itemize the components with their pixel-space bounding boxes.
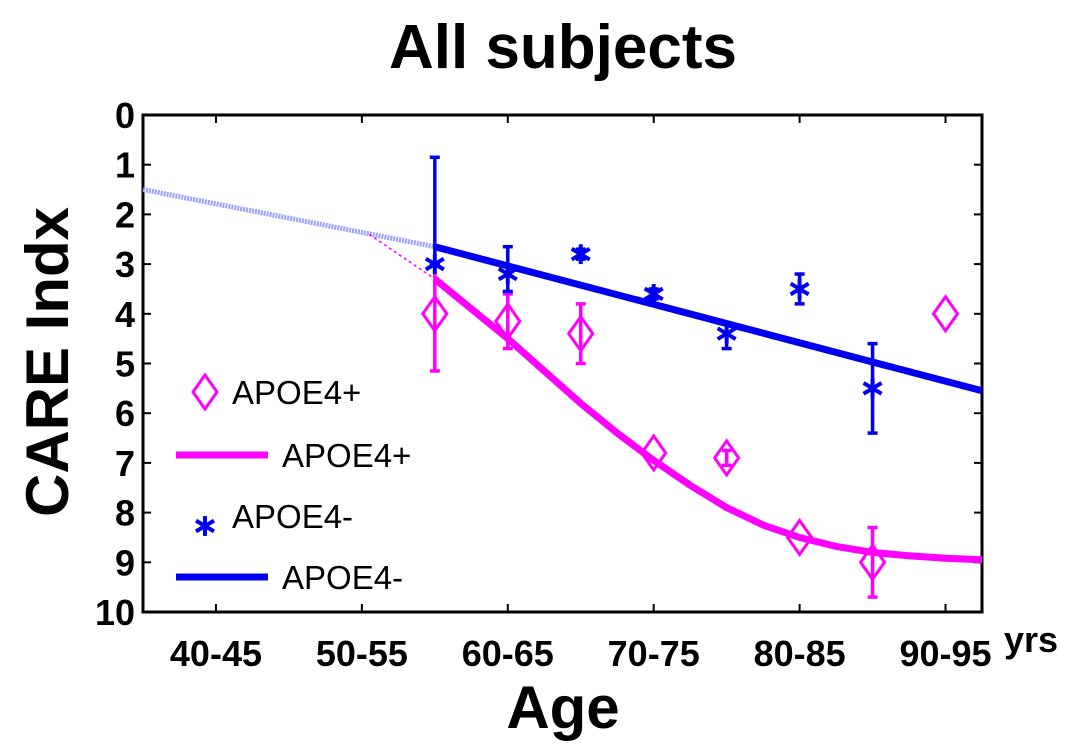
x-axis-label: Age: [506, 674, 619, 741]
star-stroke: [570, 247, 591, 262]
x-tick-label: 50-55: [316, 633, 408, 674]
data-point-apoe4-pos: [420, 294, 449, 334]
legend-item: APOE4+: [176, 437, 411, 474]
star-stroke: [194, 518, 216, 534]
x-unit-label: yrs: [1004, 619, 1058, 660]
data-point-apoe4-pos: [639, 433, 668, 473]
star-stroke: [716, 326, 737, 341]
y-tick-label: 10: [95, 592, 135, 633]
y-tick-label: 7: [115, 443, 135, 484]
y-tick-label: 3: [115, 244, 135, 285]
data-point-apoe4-pos: [493, 301, 522, 341]
legend-diamond-icon: [191, 372, 219, 412]
data-point-apoe4-pos: [931, 294, 960, 334]
star-stroke: [862, 381, 883, 396]
data-point-apoe4-pos: [712, 438, 741, 478]
data-point-apoe4-pos: [785, 517, 814, 558]
y-tick-label: 2: [115, 194, 135, 235]
data-point-apoe4-pos: [858, 542, 887, 582]
extrapolation-line: [142, 187, 436, 250]
data-point-apoe4-neg: [424, 254, 445, 274]
y-tick-label: 0: [115, 95, 135, 136]
data-point-apoe4-pos: [566, 314, 595, 354]
y-tick-label: 6: [115, 393, 135, 434]
extrapolation-line-dotted: [368, 233, 436, 280]
y-tick-label: 4: [115, 294, 135, 335]
x-tick-label: 90-95: [899, 633, 991, 674]
legend: APOE4+ APOE4+ APOE4- APOE4-: [176, 372, 411, 596]
data-point-apoe4-neg: [862, 378, 883, 399]
plot-frame: [141, 113, 984, 614]
star-stroke: [497, 266, 518, 282]
star-stroke: [424, 256, 445, 272]
y-tick-label: 9: [115, 542, 135, 583]
y-tick-label: 1: [115, 145, 135, 186]
fit-line-apoe4+: [432, 276, 983, 564]
star-stroke: [643, 286, 664, 302]
plot-area: 0 1 2 3 4 5 6 7 8 9 10 40-45 50-55 60-65 70-75 80-85 90-…: [95, 95, 992, 674]
legend-item: APOE4-: [194, 498, 353, 536]
legend-star-icon: [194, 516, 216, 536]
x-tick-label: 80-85: [754, 633, 846, 674]
legend-label: APOE4-: [232, 498, 353, 535]
legend-label: APOE4+: [232, 374, 361, 411]
legend-label: APOE4-: [282, 559, 403, 596]
y-axis-label: CARE Indx: [14, 207, 81, 517]
legend-item: APOE4+: [191, 372, 361, 412]
legend-item: APOE4-: [176, 559, 403, 596]
data-point-apoe4-neg: [570, 244, 591, 265]
data-point-apoe4-neg: [643, 284, 664, 304]
fit-line-apoe4-: [433, 243, 983, 395]
legend-label: APOE4+: [282, 437, 411, 474]
star-stroke: [789, 281, 810, 297]
data-point-apoe4-neg: [789, 279, 810, 299]
x-tick-label: 40-45: [170, 633, 262, 674]
data-point-apoe4-neg: [716, 323, 737, 344]
y-tick-label: 8: [115, 493, 135, 534]
x-tick-label: 70-75: [608, 633, 700, 674]
data-point-apoe4-neg: [497, 264, 518, 284]
chart-title: All subjects: [389, 13, 737, 82]
y-tick-label: 5: [115, 344, 135, 385]
x-tick-label: 60-65: [462, 633, 554, 674]
